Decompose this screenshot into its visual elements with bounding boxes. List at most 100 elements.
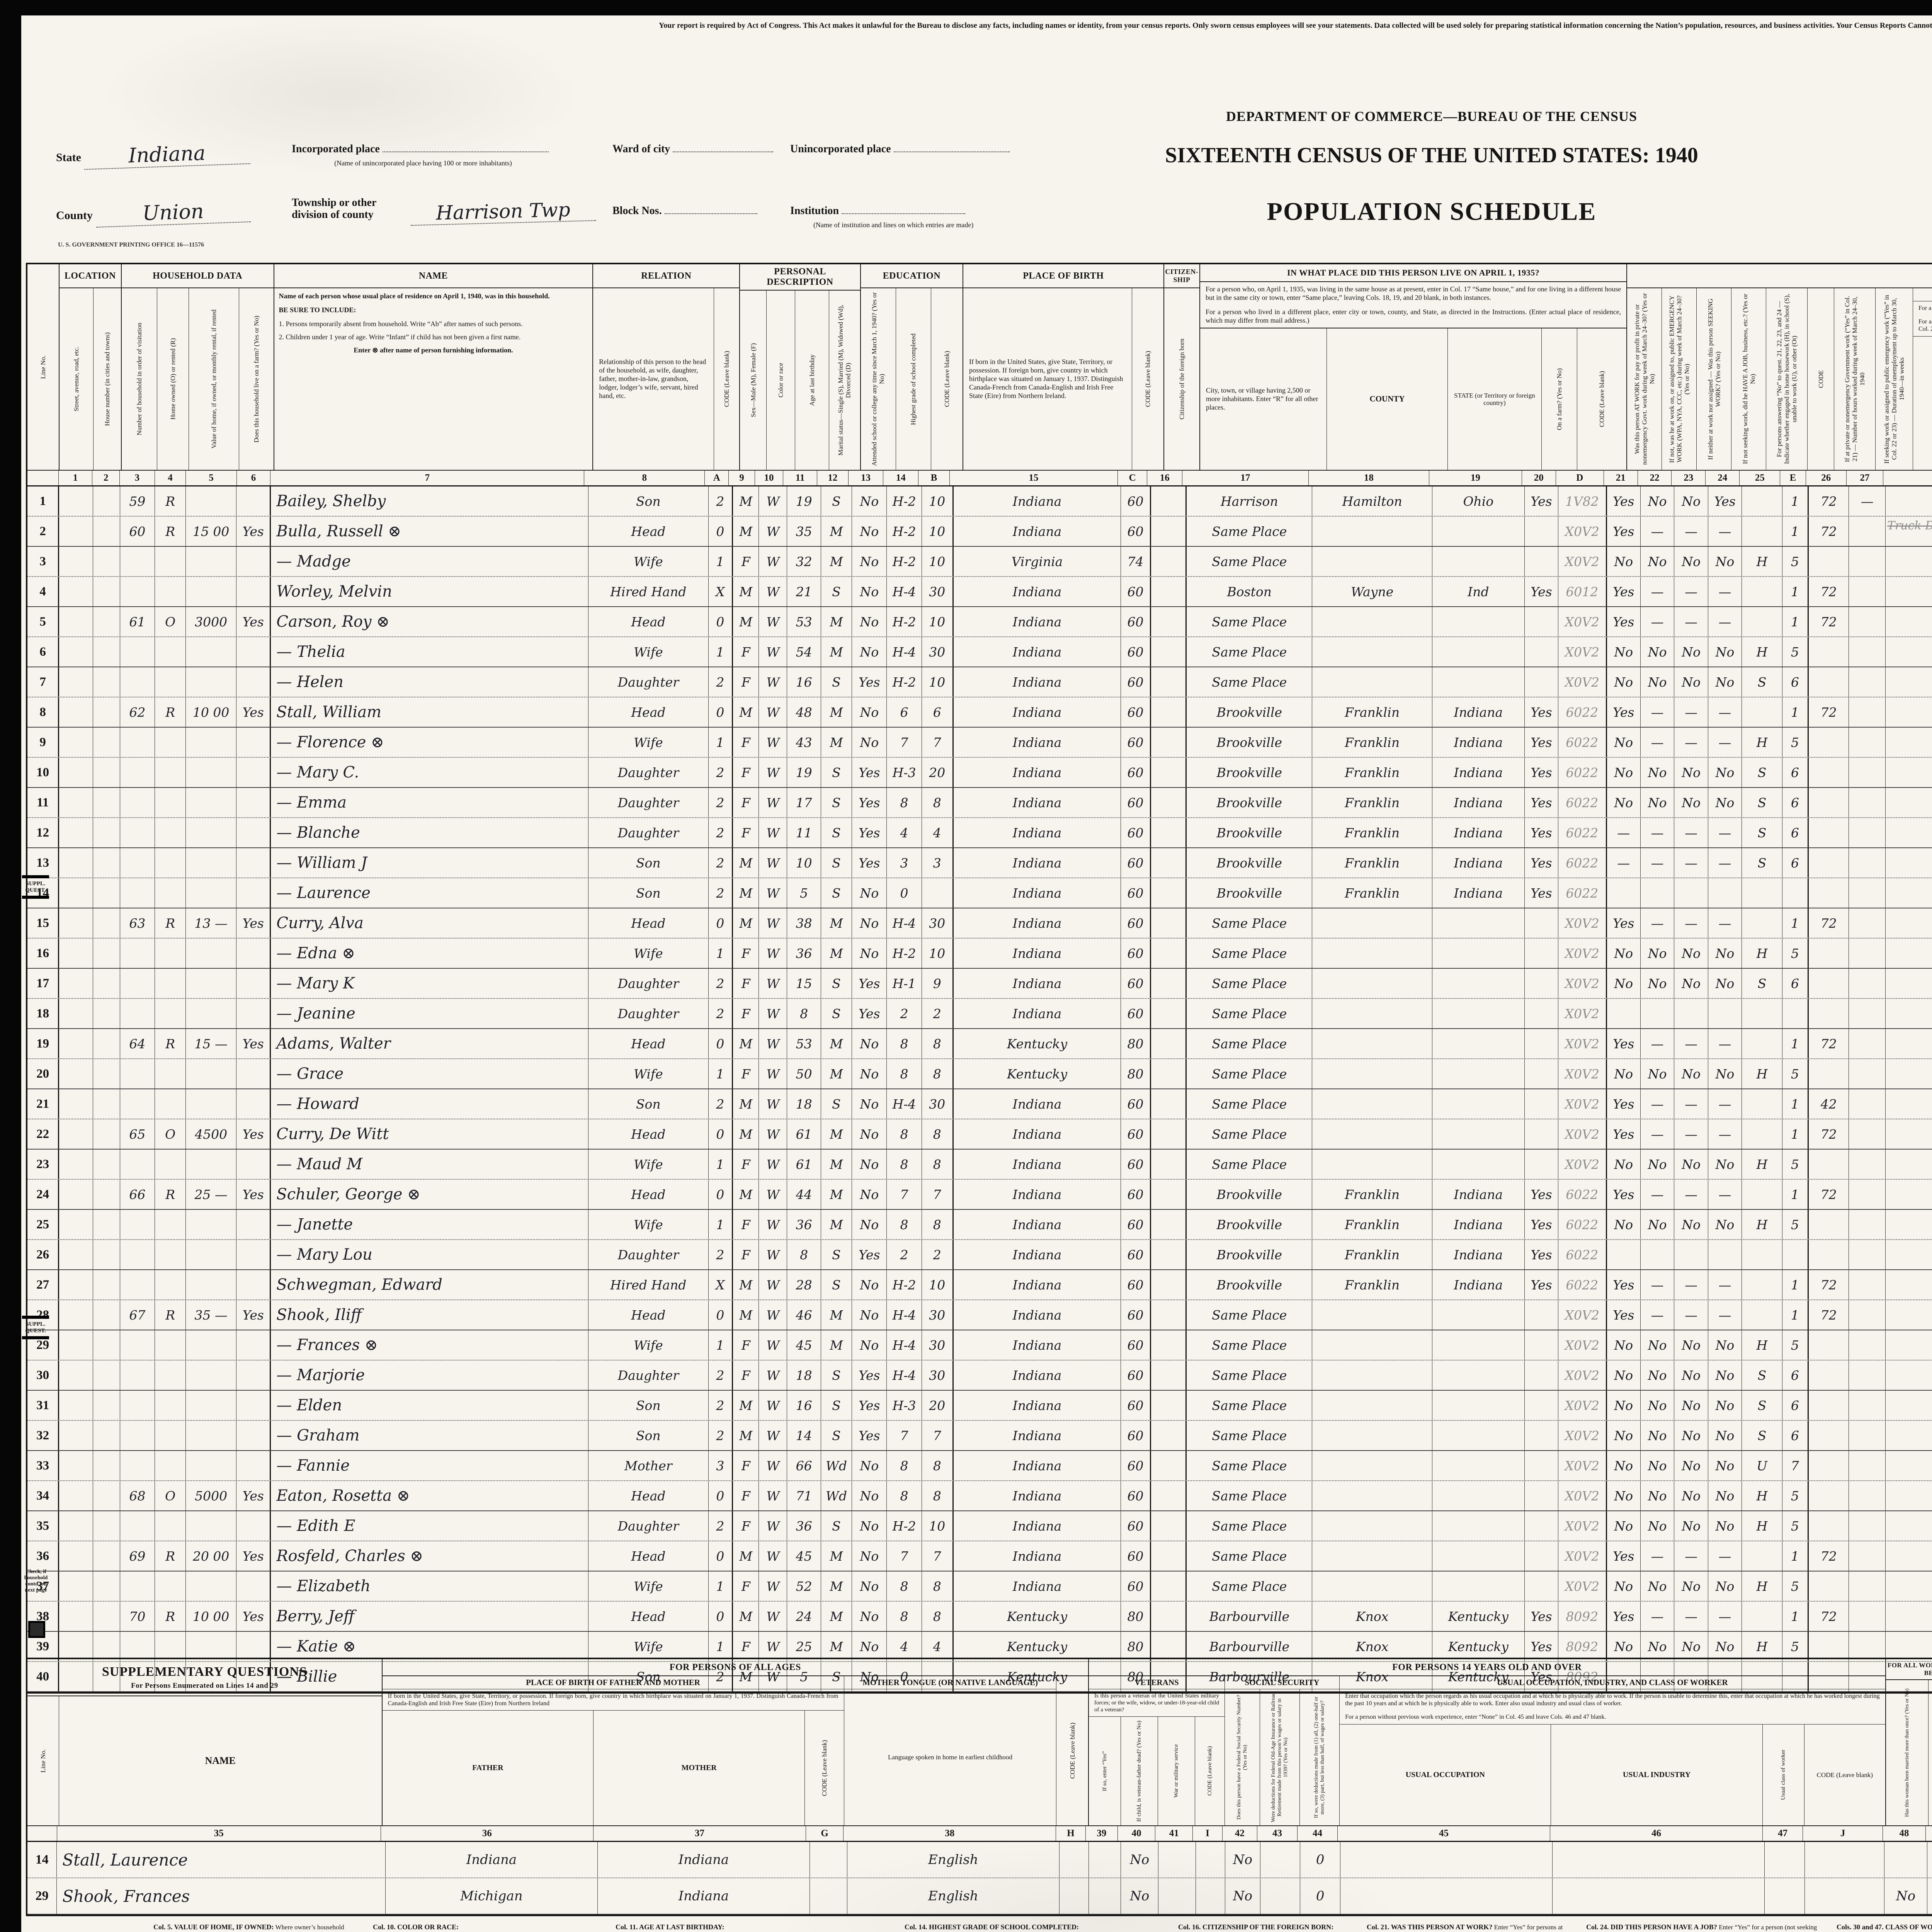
cell-col5-line21 xyxy=(186,1089,236,1119)
cell-col27-line6: No xyxy=(1674,637,1708,667)
cell-col17-line36: Indiana xyxy=(954,1541,1121,1571)
suppl-tongue-text: Language spoken in home in earliest chil… xyxy=(888,1753,1012,1761)
cell-col30-line37: 5 xyxy=(1782,1571,1809,1601)
cell-col31-line36: 72 xyxy=(1809,1541,1849,1571)
cell-col21-line3 xyxy=(1312,547,1432,576)
cell-col18-line9: 60 xyxy=(1121,728,1151,757)
cell-col20-line31: Same Place xyxy=(1187,1391,1313,1420)
cell-col1-line15 xyxy=(59,908,93,938)
col-attended-school-label: Attended school or college any time sinc… xyxy=(871,292,886,466)
cell-col25-line19: Yes xyxy=(1607,1029,1641,1058)
cell-col15-line11: 8 xyxy=(887,788,922,817)
cell-col23-line20 xyxy=(1525,1059,1559,1088)
suppl-occ-instr-1: Enter that occupation which the person r… xyxy=(1345,1693,1880,1707)
cell-col14-line32: Yes xyxy=(852,1421,887,1450)
cell-col32-line14 xyxy=(1849,878,1886,908)
cell-col0-line34: 34 xyxy=(27,1481,60,1510)
cell-col31-line31 xyxy=(1809,1391,1849,1420)
cell-col25-line40 xyxy=(1607,1662,1641,1691)
suppl-cell-col5-line29: English xyxy=(847,1878,1060,1914)
cell-col16-line30: 30 xyxy=(922,1361,954,1390)
suppl-cell-col0-line14: 14 xyxy=(27,1842,57,1878)
suppl-header: SUPPLEMENTARY QUESTIONS For Persons Enum… xyxy=(27,1659,1932,1825)
cell-col25-line10: No xyxy=(1607,758,1641,787)
colnum-8-8: 8 xyxy=(584,471,705,485)
cell-col11-line12: W xyxy=(759,818,787,847)
cell-col13-line23: M xyxy=(821,1150,852,1179)
cell-col13-line30: S xyxy=(821,1361,852,1390)
cell-col33-line28: Farm Operator xyxy=(1886,1300,1932,1330)
note-col11-title: Col. 11. AGE AT LAST BIRTHDAY: xyxy=(616,1923,724,1931)
cell-col30-line33: 7 xyxy=(1782,1451,1809,1480)
cell-col15-line8: 6 xyxy=(887,697,922,727)
cell-col3-line11 xyxy=(120,788,155,817)
cell-col25-line18 xyxy=(1607,999,1641,1028)
suppl-veterans-question: Is this person a veteran of the United S… xyxy=(1088,1689,1225,1717)
cell-col13-line13: S xyxy=(821,848,852,878)
cell-col15-line1: H-2 xyxy=(887,486,922,516)
cell-col22-line14: Indiana xyxy=(1432,878,1525,908)
cell-col6-line22: Yes xyxy=(236,1119,271,1149)
cell-col22-line18 xyxy=(1432,999,1525,1028)
cell-col33-line31 xyxy=(1886,1391,1932,1420)
cell-col13-line7: S xyxy=(821,667,852,697)
cell-col26-line16: No xyxy=(1641,939,1675,968)
cell-col18-line18: 60 xyxy=(1121,999,1151,1028)
census-row-31: 31— Elden Son 2 M W 16 S Yes H-3 20 Indiana 60 Same … xyxy=(27,1391,1932,1421)
cell-col27-line12: — xyxy=(1674,818,1708,847)
cell-col17-line38: Kentucky xyxy=(954,1602,1121,1631)
cell-col13-line39: M xyxy=(821,1632,852,1661)
cell-col11-line19: W xyxy=(759,1029,787,1058)
cell-col22-line39: Kentucky xyxy=(1432,1632,1525,1661)
colnum-13-14: 13 xyxy=(849,471,884,485)
cell-col5-line31 xyxy=(186,1391,236,1420)
cell-col17-line28: Indiana xyxy=(954,1300,1121,1330)
cell-col14-line35: No xyxy=(852,1511,887,1541)
cell-col29-line31: S xyxy=(1742,1391,1782,1420)
cell-col24-line32: X0V2 xyxy=(1558,1421,1607,1450)
cell-col13-line14: S xyxy=(821,878,852,908)
cell-col12-line24: 44 xyxy=(787,1180,821,1209)
cell-col17-line26: Indiana xyxy=(954,1240,1121,1269)
cell-col33-line20 xyxy=(1886,1059,1932,1088)
cell-col12-line27: 28 xyxy=(787,1270,821,1299)
cell-col32-line15 xyxy=(1849,908,1886,938)
cell-col31-line34 xyxy=(1809,1481,1849,1510)
cell-col19-line18 xyxy=(1151,999,1187,1028)
cell-col12-line7: 16 xyxy=(787,667,821,697)
cell-col5-line18 xyxy=(186,999,236,1028)
cell-col11-line6: W xyxy=(759,637,787,667)
cell-col23-line25: Yes xyxy=(1525,1210,1559,1239)
cell-col14-line2: No xyxy=(852,517,887,546)
cell-col15-line32: 7 xyxy=(887,1421,922,1450)
cell-col3-line5: 61 xyxy=(120,607,155,636)
cell-col27-line18 xyxy=(1674,999,1708,1028)
cell-col22-line34 xyxy=(1432,1481,1525,1510)
cell-col7-line7: — Helen xyxy=(271,667,588,697)
cell-col28-line37: No xyxy=(1708,1571,1742,1601)
cell-col1-line39 xyxy=(59,1632,93,1661)
cell-col33-line9 xyxy=(1886,728,1932,757)
cell-col16-line19: 8 xyxy=(922,1029,954,1058)
cell-col20-line1: Harrison xyxy=(1187,486,1313,516)
colnum-46-15: 46 xyxy=(1550,1826,1763,1841)
cell-col18-line5: 60 xyxy=(1121,607,1151,636)
cell-col16-line3: 10 xyxy=(922,547,954,576)
cell-col9-line18: 2 xyxy=(709,999,733,1028)
cell-col8-line22: Head xyxy=(588,1119,709,1149)
cell-col17-line3: Virginia xyxy=(954,547,1121,576)
suppl-cell-col14-line14 xyxy=(1340,1842,1553,1878)
cell-col7-line30: — Marjorie xyxy=(271,1361,588,1390)
suppl-col-47-label: Usual class of worker xyxy=(1780,1750,1786,1800)
cell-col6-line20 xyxy=(236,1059,271,1088)
census-row-10: 10— Mary C. Daughter 2 F W 19 S Yes H-3 20 Indiana… xyxy=(27,758,1932,788)
cell-col14-line7: Yes xyxy=(852,667,887,697)
cell-col6-line36: Yes xyxy=(236,1541,271,1571)
cell-col4-line18 xyxy=(155,999,186,1028)
cell-col3-line24: 66 xyxy=(120,1180,155,1209)
suppl-code-i-label: CODE (Leave blank) xyxy=(1206,1746,1213,1796)
col-home-value-label: Value of home, if owned, or monthly rent… xyxy=(210,310,218,449)
cell-col6-line31 xyxy=(236,1391,271,1420)
township-label: Township or other division of county xyxy=(292,197,376,221)
cell-col33-line35 xyxy=(1886,1511,1932,1541)
